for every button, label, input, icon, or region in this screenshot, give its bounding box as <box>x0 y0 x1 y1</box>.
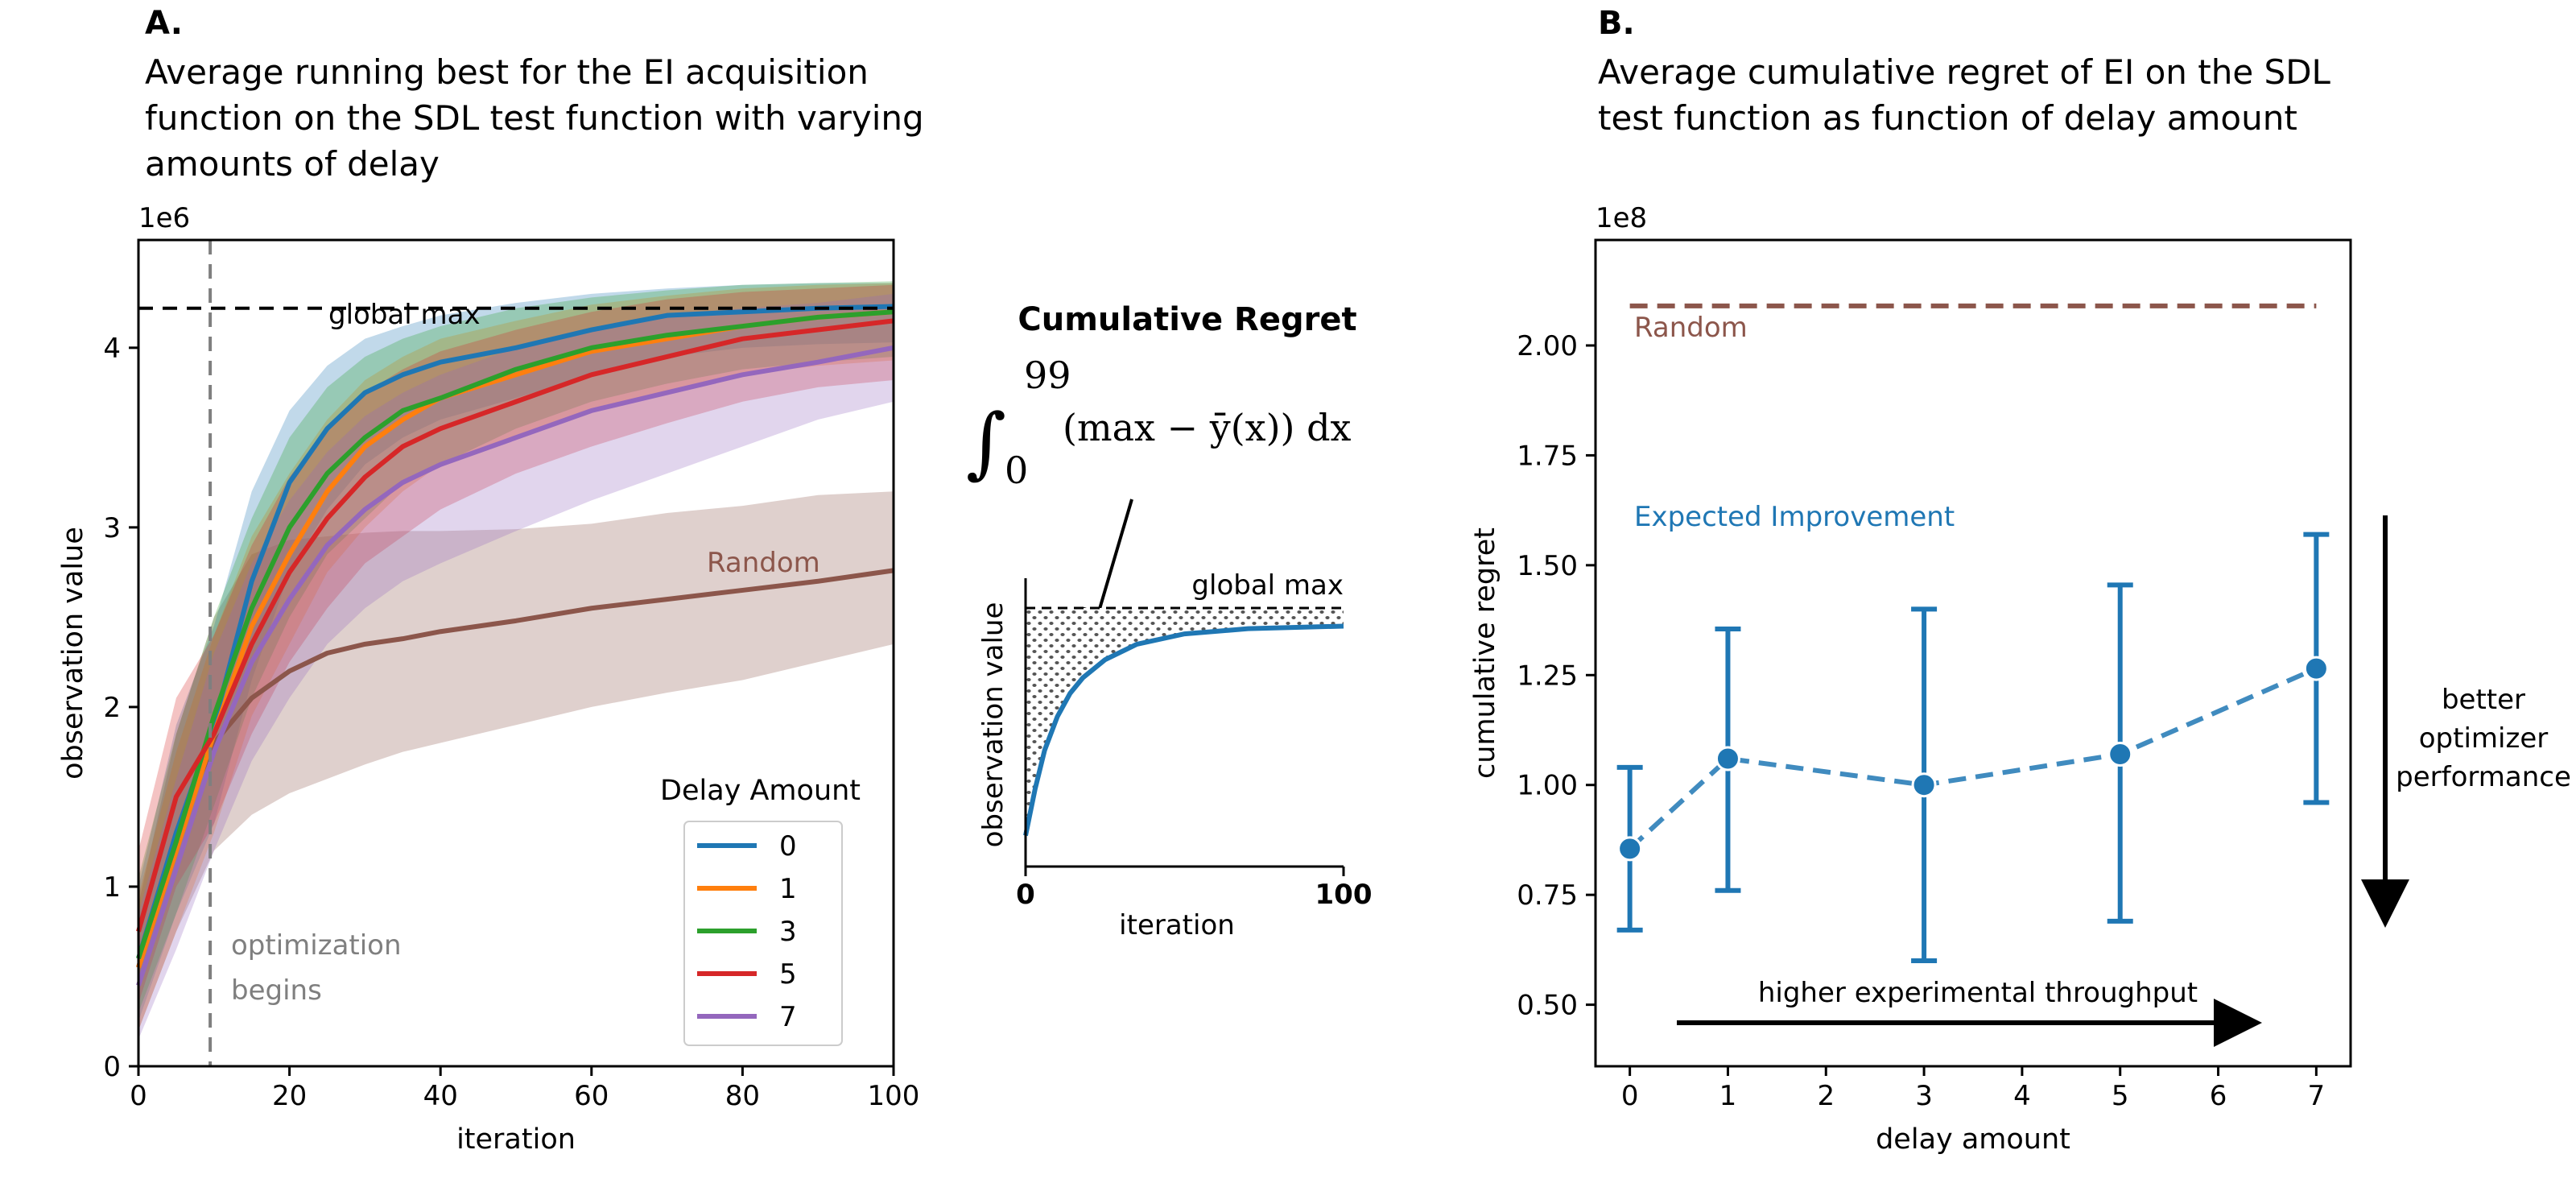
chart-b-y-tick-label: 1.25 <box>1517 660 1578 692</box>
chart-b-y-tick-label: 2.00 <box>1517 330 1578 362</box>
integral-upper-bound: 99 <box>1024 354 1071 397</box>
chart-b-y-tick-label: 1.75 <box>1517 440 1578 472</box>
legend-label-7: 7 <box>779 1001 797 1033</box>
chart-b-x-tick-label: 5 <box>2112 1080 2129 1112</box>
chart-b-x-label: delay amount <box>1876 1123 2070 1156</box>
random-series-label: Random <box>707 547 820 579</box>
better-label-line-2: optimizer <box>2419 722 2548 755</box>
chart-b-ticks: 0 1 2 3 4 5 6 7 0.50 0.75 1.00 1.25 1.50 1.75 2.00 <box>1517 330 2325 1112</box>
chart-b: 0 1 2 3 4 5 6 7 0.50 0.75 1.00 1.25 1.50 1.75 2.00 1e8… <box>1469 202 2571 1156</box>
inset-title: Cumulative Regret <box>1018 301 1356 338</box>
band-7 <box>138 293 894 1040</box>
chart-a-x-tick-label: 100 <box>868 1080 920 1112</box>
panel-a-letter: A. <box>145 5 183 42</box>
global-max-label: global max <box>328 299 481 331</box>
ei-point <box>1617 836 1643 862</box>
panel-b-letter: B. <box>1598 5 1635 42</box>
optimization-begins-label-line-1: optimization <box>231 929 402 962</box>
chart-b-x-tick-label: 6 <box>2210 1080 2227 1112</box>
chart-a-x-tick-label: 80 <box>725 1080 760 1112</box>
chart-b-frame <box>1594 238 2352 1068</box>
chart-a-x-tick-label: 60 <box>574 1080 609 1112</box>
legend-title: Delay Amount <box>660 775 861 807</box>
inset-x-label: iteration <box>1119 909 1235 941</box>
panel-a-title-line-2: function on the SDL test function with v… <box>145 98 924 138</box>
inset-x-tick-label-0: 0 <box>1016 879 1035 911</box>
line-5 <box>136 318 894 933</box>
legend-items: 0 1 3 5 7 <box>697 830 797 1033</box>
chart-b-ei-series <box>1616 532 2330 964</box>
band-5 <box>138 284 894 1003</box>
chart-a-frame <box>137 238 895 1068</box>
chart-a-legend: Delay Amount 0 1 3 5 7 <box>660 775 861 1046</box>
band-1 <box>138 283 894 1031</box>
chart-a-y-tick-label: 1 <box>103 871 121 904</box>
chart-b-y-scale-note: 1e8 <box>1596 202 1647 234</box>
inset-x-tick-label-100: 100 <box>1315 879 1373 911</box>
throughput-label: higher experimental throughput <box>1758 977 2198 1009</box>
better-label-line-1: better <box>2442 684 2525 716</box>
chart-a-x-tick-label: 40 <box>423 1080 458 1112</box>
legend-label-1: 1 <box>779 873 797 905</box>
panel-a-title-line-3: amounts of delay <box>145 144 440 184</box>
integral-sign: ∫ <box>966 397 1006 487</box>
chart-b-y-tick-label: 1.50 <box>1517 550 1578 582</box>
chart-b-x-tick-label: 1 <box>1719 1080 1737 1112</box>
inset-curve <box>1023 623 1344 837</box>
chart-b-x-tick-label: 0 <box>1621 1080 1639 1112</box>
ei-point <box>2107 742 2133 767</box>
chart-b-x-tick-label: 4 <box>2013 1080 2031 1112</box>
ei-point <box>1911 772 1937 798</box>
panel-b-title-line-2: test function as function of delay amoun… <box>1598 98 2297 138</box>
optimization-begins-label-line-2: begins <box>231 974 322 1007</box>
chart-b-x-tick-label: 2 <box>1817 1080 1835 1112</box>
chart-b-ei-label: Expected Improvement <box>1634 501 1955 533</box>
chart-b-x-tick-label: 3 <box>1915 1080 1933 1112</box>
chart-b-y-label: cumulative regret <box>1469 527 1501 779</box>
chart-b-y-tick-label: 0.50 <box>1517 990 1578 1022</box>
panel-b-title-line-1: Average cumulative regret of EI on the S… <box>1598 52 2331 92</box>
chart-a-y-tick-label: 4 <box>103 333 121 365</box>
inset-y-label: observation value <box>977 602 1009 848</box>
chart-a-y-tick-label: 2 <box>103 692 121 724</box>
line-7 <box>136 345 894 987</box>
integral-lower-bound: 0 <box>1005 449 1028 492</box>
band-Random <box>138 491 894 1031</box>
regret-formula: (max − ȳ(x)) dx <box>1063 406 1352 449</box>
legend-label-5: 5 <box>779 958 797 991</box>
chart-a-reference-lines <box>138 240 894 1066</box>
inset-illustration: Cumulative Regret ∫ 99 0 (max − ȳ(x)) dx… <box>966 301 1372 941</box>
better-label-line-3: performance <box>2396 761 2571 793</box>
chart-a-bands <box>138 281 894 1040</box>
ei-point <box>2303 656 2329 681</box>
regret-area-hatch <box>1026 608 1344 836</box>
chart-a-x-label: iteration <box>456 1123 576 1156</box>
chart-a-x-tick-label: 0 <box>130 1080 147 1112</box>
chart-a-x-tick-label: 20 <box>272 1080 307 1112</box>
panel-a-title-line-1: Average running best for the EI acquisit… <box>145 52 869 92</box>
chart-b-x-tick-label: 7 <box>2308 1080 2326 1112</box>
chart-a-y-tick-label: 3 <box>103 512 121 544</box>
chart-b-y-tick-label: 0.75 <box>1517 879 1578 912</box>
chart-a-y-label: observation value <box>57 527 89 780</box>
legend-label-0: 0 <box>779 830 797 863</box>
chart-a-y-scale-note: 1e6 <box>138 202 190 234</box>
chart-a-y-tick-label: 0 <box>103 1051 121 1083</box>
chart-a: 0 20 40 60 80 100 0 1 2 3 4 1e6 iteration observat… <box>57 202 919 1156</box>
inset-global-max-label: global max <box>1191 569 1344 602</box>
band-3 <box>138 281 894 1013</box>
line-3 <box>136 309 894 960</box>
chart-b-random-label: Random <box>1634 312 1748 344</box>
chart-b-y-tick-label: 1.00 <box>1517 770 1578 802</box>
legend-box <box>683 821 843 1046</box>
ei-point <box>1715 746 1740 772</box>
legend-label-3: 3 <box>779 916 797 948</box>
band-0 <box>138 283 894 1022</box>
chart-a-ticks: 0 20 40 60 80 100 0 1 2 3 4 <box>103 333 919 1112</box>
chart-a-lines <box>136 304 894 987</box>
